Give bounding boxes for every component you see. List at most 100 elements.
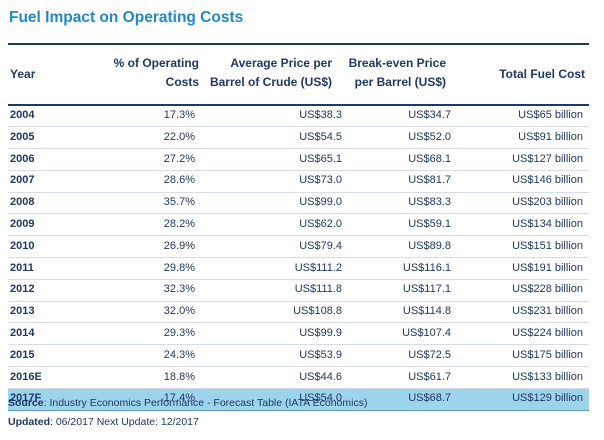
- header-break-even-price: Break-even Price per Barrel (US$): [348, 55, 446, 89]
- cell-year: 2014: [10, 326, 35, 339]
- cell-break-even-price: US$34.7: [408, 109, 451, 121]
- header-percent-operating-costs: % of Operating Costs: [113, 55, 199, 89]
- cell-year: 2016E: [10, 370, 42, 383]
- cell-year: 2013: [10, 305, 35, 318]
- cell-year: 2015: [10, 348, 35, 361]
- cell-total-fuel-cost: US$134 billion: [512, 217, 583, 230]
- table-row: 2004 17.3% US$38.3 US$34.7 US$65 billion: [8, 106, 589, 128]
- cell-total-fuel-cost: US$224 billion: [512, 326, 583, 339]
- cell-break-even-price: US$59.1: [408, 217, 451, 230]
- cell-average-price: US$111.2: [294, 261, 342, 274]
- cell-total-fuel-cost: US$203 billion: [512, 196, 583, 209]
- cell-year: 2011: [10, 261, 34, 274]
- cell-total-fuel-cost: US$175 billion: [512, 348, 583, 361]
- source-note: Source: Industry Economics Performance -…: [8, 397, 367, 409]
- cell-average-price: US$38.3: [299, 109, 342, 121]
- cell-average-price: US$99.9: [299, 326, 342, 339]
- table-row: 2011 29.8% US$111.2 US$116.1 US$191 billion: [8, 258, 589, 280]
- cell-break-even-price: US$81.7: [408, 174, 451, 187]
- table-row: 2010 26.9% US$79.4 US$89.8 US$151 billion: [8, 236, 589, 259]
- cell-percent: 22.0%: [163, 130, 195, 143]
- table-header-rule: [8, 103, 589, 106]
- cell-percent: 17.3%: [163, 109, 195, 121]
- header-average-price: Average Price per Barrel of Crude (US$): [209, 55, 332, 89]
- cell-total-fuel-cost: US$133 billion: [512, 370, 583, 383]
- cell-break-even-price: US$89.8: [408, 239, 451, 252]
- cell-average-price: US$111.8: [294, 283, 342, 296]
- cell-average-price: US$99.0: [299, 196, 342, 209]
- cell-percent: 29.3%: [163, 326, 195, 339]
- header-year: Year: [10, 66, 36, 81]
- updated-label: Updated: [8, 416, 50, 428]
- table-row: 2009 28.2% US$62.0 US$59.1 US$134 billion: [8, 214, 589, 237]
- cell-total-fuel-cost: US$228 billion: [512, 283, 583, 296]
- cell-total-fuel-cost: US$127 billion: [512, 152, 583, 165]
- cell-average-price: US$54.5: [299, 130, 342, 143]
- cell-average-price: US$108.8: [293, 305, 342, 318]
- cell-break-even-price: US$107.4: [402, 326, 451, 339]
- cell-average-price: US$54.0: [299, 392, 342, 405]
- table-row: 2017F 17.4% US$54.0 US$68.7 US$129 billion: [8, 388, 589, 411]
- table-row: 2015 24.3% US$53.9 US$72.5 US$175 billion: [8, 345, 589, 368]
- table-row: 2012 32.3% US$111.8 US$117.1 US$228 billion: [8, 280, 589, 302]
- cell-total-fuel-cost: US$191 billion: [512, 261, 583, 274]
- cell-total-fuel-cost: US$129 billion: [512, 392, 583, 405]
- cell-break-even-price: US$61.7: [408, 370, 451, 383]
- cell-break-even-price: US$52.0: [408, 130, 451, 143]
- header-total-fuel-cost: Total Fuel Cost: [499, 66, 585, 81]
- table-row: 2005 22.0% US$54.5 US$52.0 US$91 billion: [8, 127, 589, 150]
- cell-average-price: US$73.0: [299, 174, 342, 187]
- table-row: 2008 35.7% US$99.0 US$83.3 US$203 billion: [8, 193, 589, 215]
- cell-average-price: US$53.9: [299, 348, 342, 361]
- table-body: 2004 17.3% US$38.3 US$34.7 US$65 billion 2005…: [8, 106, 589, 411]
- page-title: Fuel Impact on Operating Costs: [9, 9, 244, 26]
- table-top-rule: [8, 43, 589, 45]
- cell-percent: 18.8%: [163, 370, 195, 383]
- source-text: : Industry Economics Performance - Forec…: [43, 397, 368, 409]
- cell-total-fuel-cost: US$65 billion: [518, 109, 583, 121]
- cell-percent: 35.7%: [163, 196, 195, 209]
- cell-year: 2010: [10, 239, 35, 252]
- source-label: Source: [8, 397, 44, 409]
- cell-year: 2012: [10, 283, 35, 296]
- cell-percent: 17.4%: [163, 392, 195, 405]
- cell-break-even-price: US$117.1: [402, 283, 451, 296]
- cell-break-even-price: US$68.1: [408, 152, 451, 165]
- table-row: 2007 28.6% US$73.0 US$81.7 US$146 billion: [8, 171, 589, 193]
- fuel-cost-table: Year % of Operating Costs Average Price …: [8, 43, 589, 411]
- table-row: 2014 29.3% US$99.9 US$107.4 US$224 billion: [8, 323, 589, 346]
- cell-total-fuel-cost: US$146 billion: [512, 174, 583, 187]
- cell-year: 2007: [10, 174, 35, 187]
- cell-percent: 26.9%: [163, 239, 195, 252]
- cell-average-price: US$62.0: [299, 217, 342, 230]
- cell-average-price: US$79.4: [299, 239, 342, 252]
- cell-total-fuel-cost: US$231 billion: [512, 305, 583, 318]
- table-row: 2016E 18.8% US$44.6 US$61.7 US$133 billion: [8, 367, 589, 389]
- cell-percent: 27.2%: [163, 152, 195, 165]
- cell-percent: 28.6%: [163, 174, 195, 187]
- table-row: 2006 27.2% US$65.1 US$68.1 US$127 billion: [8, 149, 589, 171]
- cell-break-even-price: US$68.7: [408, 392, 451, 405]
- cell-break-even-price: US$72.5: [408, 348, 451, 361]
- updated-text: : 06/2017 Next Update: 12/2017: [50, 416, 199, 428]
- cell-percent: 32.3%: [163, 283, 195, 296]
- cell-break-even-price: US$114.8: [402, 305, 451, 318]
- cell-average-price: US$65.1: [299, 152, 342, 165]
- cell-year: 2005: [10, 130, 35, 143]
- cell-total-fuel-cost: US$151 billion: [512, 239, 583, 252]
- cell-year: 2008: [10, 196, 35, 209]
- cell-year: 2017F: [10, 392, 42, 405]
- update-note: Updated: 06/2017 Next Update: 12/2017: [8, 416, 199, 428]
- table-header: Year % of Operating Costs Average Price …: [8, 45, 589, 104]
- cell-break-even-price: US$83.3: [408, 196, 451, 209]
- cell-percent: 32.0%: [163, 305, 195, 318]
- cell-break-even-price: US$116.1: [402, 261, 451, 274]
- cell-percent: 24.3%: [163, 348, 195, 361]
- cell-percent: 28.2%: [163, 217, 195, 230]
- cell-year: 2009: [10, 217, 35, 230]
- cell-year: 2006: [10, 152, 35, 165]
- cell-average-price: US$44.6: [299, 370, 342, 383]
- table-row: 2013 32.0% US$108.8 US$114.8 US$231 billion: [8, 302, 589, 324]
- cell-total-fuel-cost: US$91 billion: [518, 130, 583, 143]
- cell-percent: 29.8%: [163, 261, 195, 274]
